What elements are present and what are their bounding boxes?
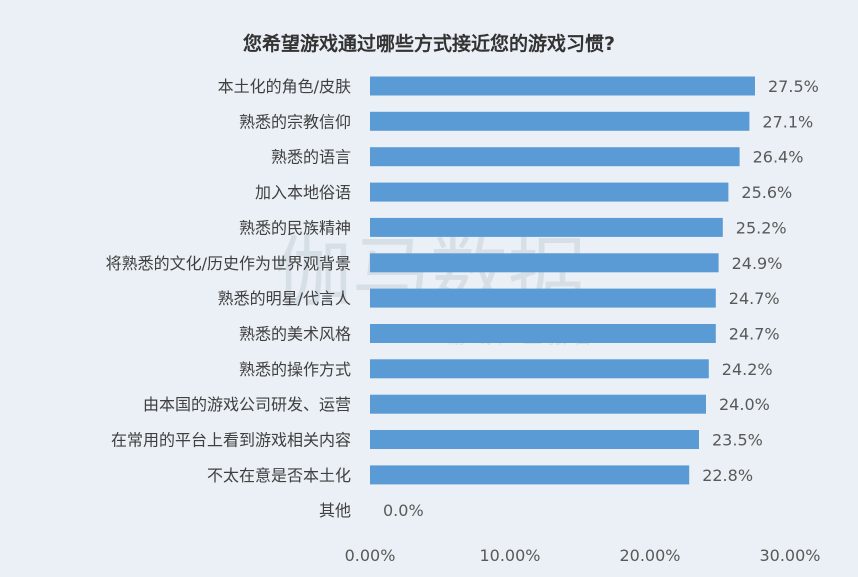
bar <box>370 359 709 379</box>
value-label: 0.0% <box>383 501 424 520</box>
value-label: 24.9% <box>732 254 783 273</box>
category-label: 熟悉的美术风格 <box>239 325 351 344</box>
category-label: 熟悉的民族精神 <box>239 218 351 237</box>
x-tick-label: 10.00% <box>479 546 540 565</box>
category-label: 熟悉的宗教信仰 <box>239 112 351 131</box>
category-label: 不太在意是否本土化 <box>207 466 351 485</box>
value-label: 23.5% <box>712 431 763 450</box>
category-label: 熟悉的操作方式 <box>239 360 351 379</box>
value-label: 25.6% <box>741 183 792 202</box>
value-label: 25.2% <box>736 218 787 237</box>
bars-group <box>370 76 755 485</box>
bar <box>370 288 716 308</box>
value-label: 24.2% <box>722 360 773 379</box>
x-axis-ticks: 0.00% 10.00% 20.00% 30.00% <box>345 546 821 565</box>
value-label: 26.4% <box>753 148 804 167</box>
value-label: 27.1% <box>762 112 813 131</box>
category-label: 熟悉的语言 <box>271 148 351 167</box>
category-label: 其他 <box>319 501 351 520</box>
value-label: 24.0% <box>719 395 770 414</box>
value-label: 24.7% <box>729 289 780 308</box>
bar <box>370 111 750 131</box>
category-label: 本土化的角色/皮肤 <box>218 77 351 96</box>
value-label: 24.7% <box>729 325 780 344</box>
value-labels: 27.5% 27.1% 26.4% 25.6% 25.2% 24.9% 24.7% 24.7%… <box>383 77 819 520</box>
x-tick-label: 0.00% <box>345 546 396 565</box>
bar <box>370 147 740 167</box>
category-label: 熟悉的明星/代言人 <box>218 289 351 308</box>
value-label: 22.8% <box>702 466 753 485</box>
bar <box>370 76 755 96</box>
bar <box>370 182 729 202</box>
value-label: 27.5% <box>768 77 819 96</box>
category-label: 将熟悉的文化/历史作为世界观背景 <box>106 254 351 273</box>
category-label: 加入本地俗语 <box>255 183 351 202</box>
bar <box>370 394 706 414</box>
bar <box>370 217 723 237</box>
x-tick-label: 30.00% <box>759 546 820 565</box>
bar <box>370 253 719 273</box>
category-label: 由本国的游戏公司研发、运营 <box>143 395 351 414</box>
chart-title: 您希望游戏通过哪些方式接近您的游戏习惯? <box>243 32 615 55</box>
bar <box>370 465 690 485</box>
x-tick-label: 20.00% <box>619 546 680 565</box>
bar <box>370 430 699 449</box>
category-labels: 本土化的角色/皮肤熟悉的宗教信仰熟悉的语言加入本地俗语熟悉的民族精神将熟悉的文化… <box>106 77 351 520</box>
category-label: 在常用的平台上看到游戏相关内容 <box>111 431 351 450</box>
bar <box>370 324 716 343</box>
